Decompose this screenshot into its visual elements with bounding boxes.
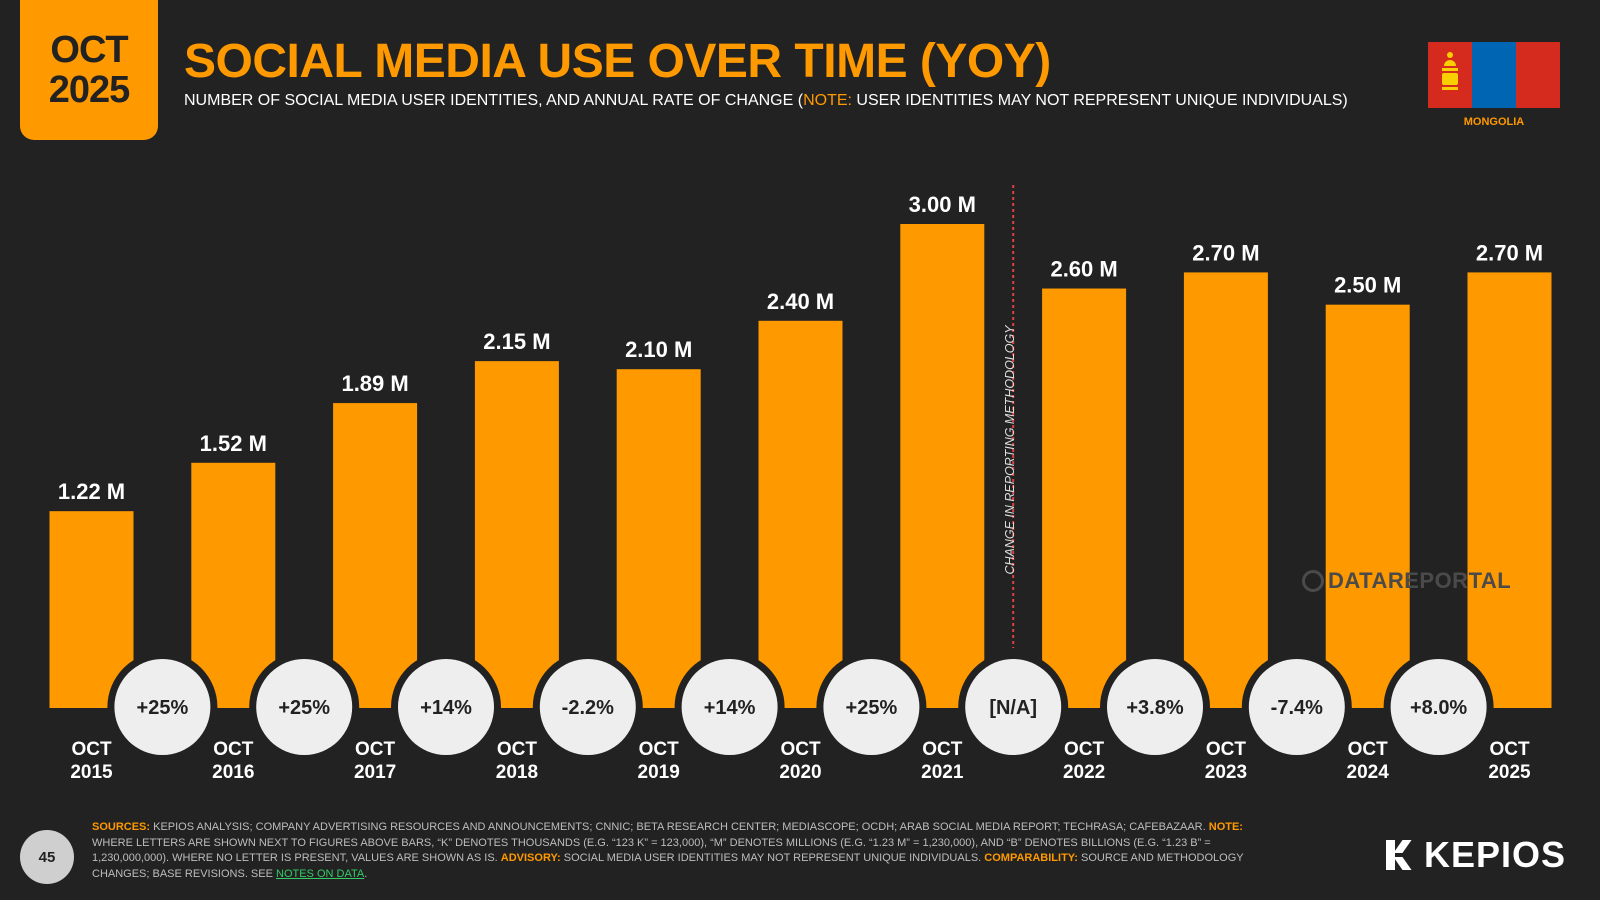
x-tick-label: 2023: [1205, 762, 1247, 783]
bar-value-label: 1.22 M: [58, 479, 125, 504]
notes-on-data-link[interactable]: NOTES ON DATA: [276, 867, 365, 880]
bar: [758, 320, 843, 708]
kepios-brand: KEPIOS: [1386, 834, 1566, 876]
date-badge-year: 2025: [48, 69, 131, 111]
x-tick-label: OCT: [71, 739, 112, 760]
bar-value-label: 2.70 M: [1476, 240, 1543, 265]
footer-end-text: .: [364, 867, 368, 880]
yoy-bubble: [823, 659, 920, 755]
bar-value-label: 2.40 M: [767, 289, 834, 314]
datareportal-logo-icon: [1302, 570, 1324, 592]
subtitle-note-label: NOTE:: [803, 92, 852, 109]
x-tick-label: OCT: [639, 739, 680, 760]
yoy-bubble: [1248, 659, 1345, 755]
footer-advisory-label: ADVISORY:: [500, 852, 561, 864]
yoy-bubble: [256, 659, 353, 755]
mongolia-flag-icon: [1428, 42, 1560, 108]
subtitle-text-end: USER IDENTITIES MAY NOT REPRESENT UNIQUE…: [851, 92, 1348, 109]
bar: [191, 462, 276, 708]
watermark: DATAREPORTAL: [1302, 568, 1511, 594]
bar-value-label: 3.00 M: [909, 192, 976, 217]
bar: [1325, 304, 1410, 708]
footer-comparability-label: COMPARABILITY:: [984, 852, 1078, 864]
page-subtitle: NUMBER OF SOCIAL MEDIA USER IDENTITIES, …: [184, 92, 1348, 110]
x-tick-label: 2016: [212, 762, 254, 783]
yoy-bubble: [1390, 659, 1487, 755]
bar-value-label: 2.50 M: [1334, 273, 1401, 298]
x-tick-label: 2022: [1063, 762, 1105, 783]
methodology-annotation: CHANGE IN REPORTING METHODOLOGY: [1003, 324, 1017, 575]
x-tick-label: OCT: [213, 739, 254, 760]
bar: [900, 224, 985, 708]
x-tick-label: OCT: [1348, 739, 1389, 760]
x-tick-label: OCT: [1206, 739, 1247, 760]
flag-right-stripe: [1516, 42, 1560, 108]
footer-sources-label: SOURCES:: [92, 821, 151, 833]
footer-sources-text: KEPIOS ANALYSIS; COMPANY ADVERTISING RES…: [150, 821, 1209, 833]
x-tick-label: OCT: [1489, 739, 1530, 760]
soyombo-icon: [1440, 52, 1460, 118]
bar-value-label: 2.60 M: [1050, 257, 1117, 282]
footer-comparability-text: SOURCE AND METHODOLOGY CHANGES; BASE REV…: [92, 852, 1244, 880]
yoy-change-label: -7.4%: [1271, 697, 1323, 719]
yoy-bubble: [539, 659, 636, 755]
yoy-change-label: +3.8%: [1126, 697, 1183, 719]
x-tick-label: 2015: [70, 762, 113, 783]
brand-name: KEPIOS: [1424, 834, 1567, 875]
date-badge: OCT 2025: [20, 0, 158, 140]
yoy-bubble: [114, 659, 211, 755]
bar-value-label: 2.10 M: [625, 337, 692, 362]
bar-value-label: 2.15 M: [483, 329, 550, 354]
yoy-change-label: -2.2%: [562, 697, 614, 719]
page-number: 45: [20, 830, 74, 884]
x-tick-label: OCT: [355, 739, 396, 760]
x-tick-label: 2025: [1488, 762, 1531, 783]
footer-notes: SOURCES: KEPIOS ANALYSIS; COMPANY ADVERT…: [92, 820, 1252, 882]
bar-value-label: 1.52 M: [200, 431, 267, 456]
watermark-text: DATAREPORTAL: [1328, 568, 1512, 593]
bar: [333, 403, 418, 708]
x-tick-label: 2020: [779, 762, 821, 783]
flag-left-stripe: [1428, 42, 1472, 108]
bar: [1183, 272, 1268, 708]
yoy-change-label: +8.0%: [1410, 697, 1467, 719]
kepios-logo-icon: [1386, 840, 1416, 870]
footer-note-text: WHERE LETTERS ARE SHOWN NEXT TO FIGURES …: [92, 836, 1211, 865]
bar: [616, 369, 701, 708]
x-tick-label: OCT: [1064, 739, 1105, 760]
yoy-bubble: [1107, 659, 1203, 755]
page-title: SOCIAL MEDIA USE OVER TIME (YOY): [184, 35, 1051, 88]
yoy-change-label: +14%: [704, 697, 756, 719]
x-tick-label: OCT: [780, 739, 821, 760]
flag-middle-stripe: [1472, 42, 1516, 108]
country-label: MONGOLIA: [1463, 116, 1525, 128]
subtitle-text-start: NUMBER OF SOCIAL MEDIA USER IDENTITIES, …: [184, 92, 804, 109]
bar-value-label: 2.70 M: [1192, 240, 1259, 265]
x-tick-label: OCT: [922, 739, 963, 760]
x-tick-label: 2021: [921, 762, 964, 783]
yoy-change-label: +25%: [278, 697, 330, 719]
yoy-change-label: +14%: [420, 697, 472, 719]
yoy-bubble: [398, 659, 494, 755]
footer-advisory-text: SOCIAL MEDIA USER IDENTITIES MAY NOT REP…: [560, 852, 985, 864]
bar: [474, 361, 559, 708]
yoy-change-label: +25%: [846, 697, 898, 719]
x-tick-label: OCT: [497, 739, 538, 760]
x-tick-label: 2024: [1347, 762, 1390, 783]
bar-value-label: 1.89 M: [341, 371, 408, 396]
yoy-change-label: [N/A]: [989, 697, 1037, 719]
yoy-bubble: [965, 659, 1062, 755]
x-tick-label: 2018: [496, 762, 538, 783]
date-badge-month: OCT: [50, 29, 128, 71]
x-tick-label: 2017: [354, 762, 396, 783]
x-tick-label: 2019: [638, 762, 680, 783]
yoy-bubble: [681, 659, 778, 755]
bar: [1042, 288, 1127, 708]
footer-note-label: NOTE:: [1208, 821, 1243, 833]
bar: [1467, 272, 1552, 708]
yoy-change-label: +25%: [137, 697, 189, 719]
